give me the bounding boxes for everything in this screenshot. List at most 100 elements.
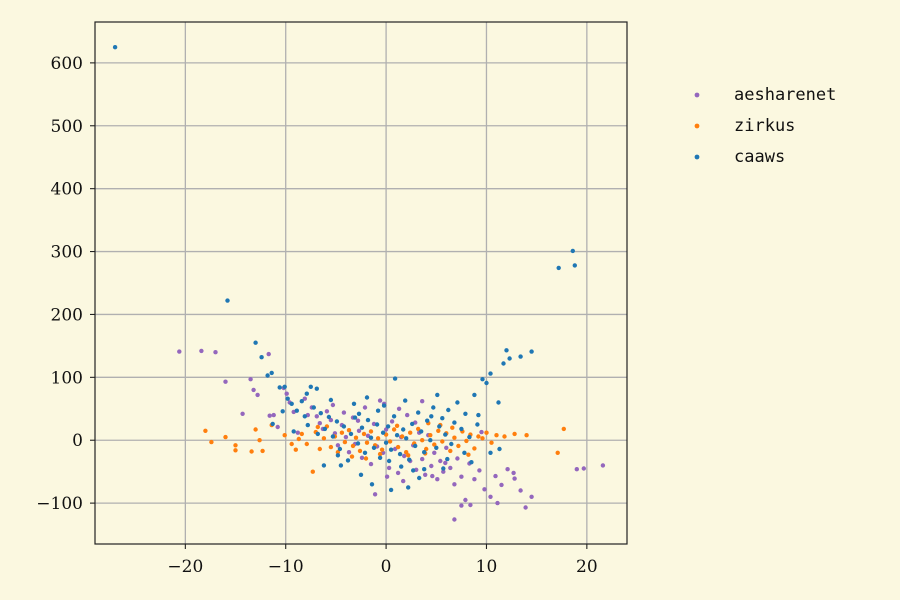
data-point-caaws xyxy=(352,415,358,420)
data-point-caaws xyxy=(388,487,394,493)
data-point-zirkus xyxy=(432,442,437,447)
data-point-zirkus xyxy=(450,425,455,430)
data-point-zirkus xyxy=(476,434,481,439)
data-point-caaws xyxy=(356,411,362,416)
data-point-aesharenet xyxy=(335,443,341,448)
data-point-zirkus xyxy=(420,438,425,443)
data-point-caaws xyxy=(369,482,375,487)
data-point-caaws xyxy=(308,384,313,389)
data-point-aesharenet xyxy=(493,473,498,479)
data-point-zirkus xyxy=(561,426,566,432)
data-point-zirkus xyxy=(377,451,383,457)
x-tick-label: −10 xyxy=(268,557,304,577)
data-point-caaws xyxy=(404,436,409,441)
data-point-aesharenet xyxy=(177,349,182,354)
data-point-caaws xyxy=(388,447,394,452)
data-point-aesharenet xyxy=(213,350,218,355)
data-point-aesharenet xyxy=(479,429,484,435)
y-tick-label: 500 xyxy=(51,117,83,137)
data-point-caaws xyxy=(335,453,341,458)
data-point-aesharenet xyxy=(512,476,517,481)
data-point-caaws xyxy=(411,468,416,473)
data-point-zirkus xyxy=(350,443,356,449)
data-point-zirkus xyxy=(440,439,445,444)
y-tick-label: 100 xyxy=(51,368,83,388)
data-point-caaws xyxy=(285,396,290,401)
data-point-caaws xyxy=(326,414,332,420)
data-point-caaws xyxy=(112,45,118,50)
data-point-aesharenet xyxy=(452,482,457,487)
data-point-aesharenet xyxy=(499,482,504,488)
legend-marker-caaws xyxy=(694,154,700,160)
data-point-caaws xyxy=(472,392,477,398)
data-point-aesharenet xyxy=(295,430,300,435)
data-point-zirkus xyxy=(480,436,485,441)
data-point-aesharenet xyxy=(341,410,347,415)
data-point-caaws xyxy=(407,457,412,462)
data-point-caaws xyxy=(476,412,481,418)
data-point-zirkus xyxy=(299,431,304,437)
data-point-caaws xyxy=(504,348,509,353)
data-point-zirkus xyxy=(296,436,301,442)
data-point-zirkus xyxy=(524,433,529,438)
data-point-zirkus xyxy=(315,424,320,430)
data-point-caaws xyxy=(401,427,406,432)
data-point-aesharenet xyxy=(505,467,510,472)
data-point-aesharenet xyxy=(455,456,460,461)
data-point-zirkus xyxy=(249,449,254,454)
data-point-caaws xyxy=(386,458,392,464)
data-point-caaws xyxy=(322,426,328,432)
series-aesharenet xyxy=(177,348,606,522)
legend: aesharenet zirkus caaws xyxy=(694,85,836,167)
data-point-caaws xyxy=(345,458,351,463)
data-point-caaws xyxy=(269,370,274,376)
data-point-caaws xyxy=(265,373,270,378)
data-point-aesharenet xyxy=(444,445,449,450)
data-point-zirkus xyxy=(353,435,359,440)
data-point-aesharenet xyxy=(284,391,289,396)
data-point-caaws xyxy=(434,445,439,450)
data-point-aesharenet xyxy=(459,474,464,479)
data-point-aesharenet xyxy=(529,494,534,499)
data-point-caaws xyxy=(422,467,427,472)
data-point-zirkus xyxy=(257,438,262,443)
data-point-caaws xyxy=(480,377,485,382)
data-point-aesharenet xyxy=(402,453,407,459)
data-point-zirkus xyxy=(335,450,341,455)
data-point-caaws xyxy=(291,429,296,434)
data-point-aesharenet xyxy=(443,460,448,466)
data-point-aesharenet xyxy=(343,434,349,440)
data-point-zirkus xyxy=(233,443,238,448)
data-point-zirkus xyxy=(260,448,265,454)
data-point-aesharenet xyxy=(441,469,446,474)
data-point-caaws xyxy=(304,391,309,396)
data-point-caaws xyxy=(441,466,446,471)
y-axis: −100 0 100 200 300 400 500 600 xyxy=(36,54,95,514)
series-caaws xyxy=(112,45,577,493)
data-point-caaws xyxy=(277,385,282,390)
data-point-aesharenet xyxy=(463,497,468,503)
data-point-zirkus xyxy=(494,433,499,438)
data-point-caaws xyxy=(445,456,450,462)
data-point-zirkus xyxy=(436,428,441,433)
data-point-zirkus xyxy=(472,446,477,451)
data-point-aesharenet xyxy=(266,351,271,357)
data-point-zirkus xyxy=(387,439,393,444)
data-point-aesharenet xyxy=(518,488,523,493)
data-point-caaws xyxy=(496,400,501,405)
data-point-caaws xyxy=(497,446,502,452)
data-point-aesharenet xyxy=(395,470,401,476)
data-point-caaws xyxy=(397,451,403,457)
data-point-aesharenet xyxy=(255,392,260,398)
data-point-zirkus xyxy=(253,427,258,432)
data-point-caaws xyxy=(507,356,512,361)
data-point-aesharenet xyxy=(448,465,453,471)
x-tick-label: 10 xyxy=(476,557,498,577)
data-point-caaws xyxy=(425,418,430,423)
x-axis: −20 −10 0 10 20 xyxy=(167,544,598,577)
data-point-caaws xyxy=(362,450,368,455)
data-point-aesharenet xyxy=(430,473,435,479)
data-point-zirkus xyxy=(466,452,471,457)
data-point-caaws xyxy=(328,397,334,403)
